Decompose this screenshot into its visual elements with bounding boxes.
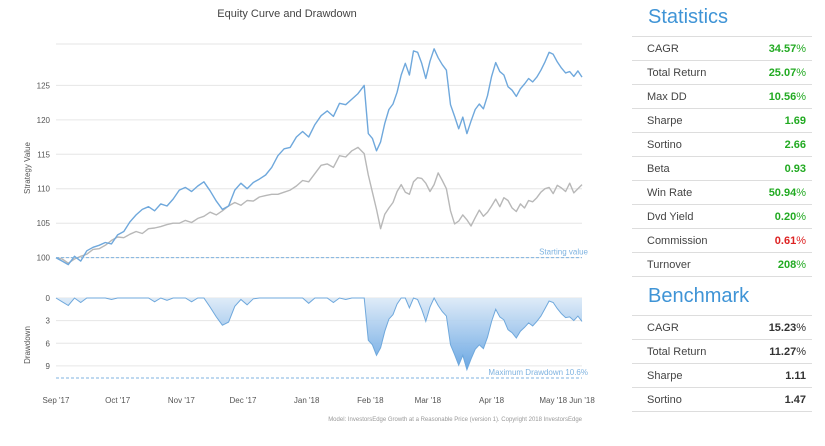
drawdown-y-tick-label: 6: [46, 339, 51, 348]
statistics-label: Beta: [647, 162, 670, 175]
chart-footer: Model: InvestorsEdge Growth at a Reasona…: [328, 417, 582, 423]
starting-value-label: Starting value: [539, 248, 588, 257]
equity-y-tick-label: 100: [37, 254, 51, 263]
benchmark-value: 1.11: [785, 369, 806, 382]
statistics-label: Win Rate: [647, 186, 693, 199]
x-tick-label: Nov '17: [168, 396, 195, 405]
chart-svg: Equity Curve and Drawdown 100 105 110 115 12…: [23, 8, 595, 423]
equity-y-tick-label: 115: [37, 150, 50, 159]
drawdown-y-tick-label: 0: [46, 294, 51, 303]
statistics-row: Max DD 10.56%: [632, 85, 812, 109]
equity-y-tick-label: 120: [37, 116, 51, 125]
statistics-label: Dvd Yield: [647, 210, 694, 223]
statistics-label: Max DD: [647, 90, 687, 103]
statistics-label: Sortino: [647, 138, 682, 151]
benchmark-row: Sharpe 1.11: [632, 364, 812, 388]
x-tick-label: May '18: [539, 396, 567, 405]
statistics-row: CAGR 34.57%: [632, 37, 812, 61]
equity-y-tick-label: 105: [37, 219, 51, 228]
statistics-row: Total Return 25.07%: [632, 61, 812, 85]
stats-panel: Statistics CAGR 34.57% Total Return 25.07% M…: [620, 0, 816, 446]
statistics-row: Commission 0.61%: [632, 229, 812, 253]
statistics-label: Turnover: [647, 258, 691, 271]
chart-title: Equity Curve and Drawdown: [217, 8, 356, 20]
drawdown-y-tick-label: 3: [46, 317, 51, 326]
x-tick-label: Dec '17: [230, 396, 257, 405]
x-tick-label: Jan '18: [294, 396, 320, 405]
strategy-equity-line: [55, 146, 583, 264]
statistics-row: Dvd Yield 0.20%: [632, 205, 812, 229]
x-tick-label: Jun '18: [569, 396, 595, 405]
drawdown-y-axis-title: Drawdown: [23, 326, 32, 364]
benchmark-label: CAGR: [647, 321, 679, 334]
statistics-value: 0.20%: [774, 210, 806, 223]
drawdown-line: [55, 296, 583, 372]
max-drawdown-label: Maximum Drawdown 10.6%: [488, 368, 588, 377]
statistics-label: CAGR: [647, 42, 679, 55]
benchmark-value: 1.47: [784, 393, 806, 406]
statistics-title: Statistics: [648, 6, 729, 28]
statistics-label: Total Return: [647, 66, 707, 79]
benchmark-equity-line: [55, 48, 583, 266]
benchmark-row: CAGR 15.23%: [632, 316, 812, 340]
statistics-value: 25.07%: [768, 66, 806, 79]
benchmark-label: Sharpe: [647, 369, 683, 382]
statistics-value: 2.66: [784, 138, 806, 151]
x-tick-label: Apr '18: [479, 396, 505, 405]
statistics-value: 0.61%: [774, 234, 806, 247]
statistics-label: Sharpe: [647, 114, 683, 127]
benchmark-value: 15.23%: [768, 321, 806, 334]
benchmark-label: Total Return: [647, 345, 707, 358]
x-tick-label: Feb '18: [357, 396, 384, 405]
statistics-value: 10.56%: [768, 90, 806, 103]
equity-y-tick-label: 125: [37, 81, 51, 90]
x-tick-label: Mar '18: [415, 396, 442, 405]
statistics-row: Beta 0.93: [632, 157, 812, 181]
equity-y-axis-title: Strategy Value: [23, 142, 32, 194]
statistics-value: 1.69: [784, 114, 806, 127]
drawdown-y-tick-label: 9: [46, 362, 51, 371]
benchmark-title: Benchmark: [648, 285, 750, 307]
statistics-row: Turnover 208%: [632, 253, 812, 277]
statistics-label: Commission: [647, 234, 708, 247]
statistics-value: 34.57%: [768, 42, 806, 55]
benchmark-table: CAGR 15.23% Total Return 11.27% Sharpe 1.11 So…: [632, 315, 812, 412]
statistics-value: 0.93: [784, 162, 806, 175]
benchmark-value: 11.27%: [769, 345, 806, 358]
equity-y-tick-label: 110: [37, 185, 50, 194]
x-tick-label: Oct '17: [105, 396, 131, 405]
benchmark-label: Sortino: [647, 393, 682, 406]
statistics-value: 208%: [777, 258, 806, 271]
benchmark-row: Sortino 1.47: [632, 388, 812, 412]
x-tick-label: Sep '17: [43, 396, 70, 405]
statistics-value: 50.94%: [768, 186, 806, 199]
statistics-table: CAGR 34.57% Total Return 25.07% Max DD 10.56%…: [632, 36, 812, 277]
statistics-row: Win Rate 50.94%: [632, 181, 812, 205]
equity-drawdown-chart: Equity Curve and Drawdown 100 105 110 115 12…: [23, 8, 595, 423]
statistics-row: Sortino 2.66: [632, 133, 812, 157]
statistics-row: Sharpe 1.69: [632, 109, 812, 133]
benchmark-row: Total Return 11.27%: [632, 340, 812, 364]
drawdown-area: [56, 298, 582, 370]
